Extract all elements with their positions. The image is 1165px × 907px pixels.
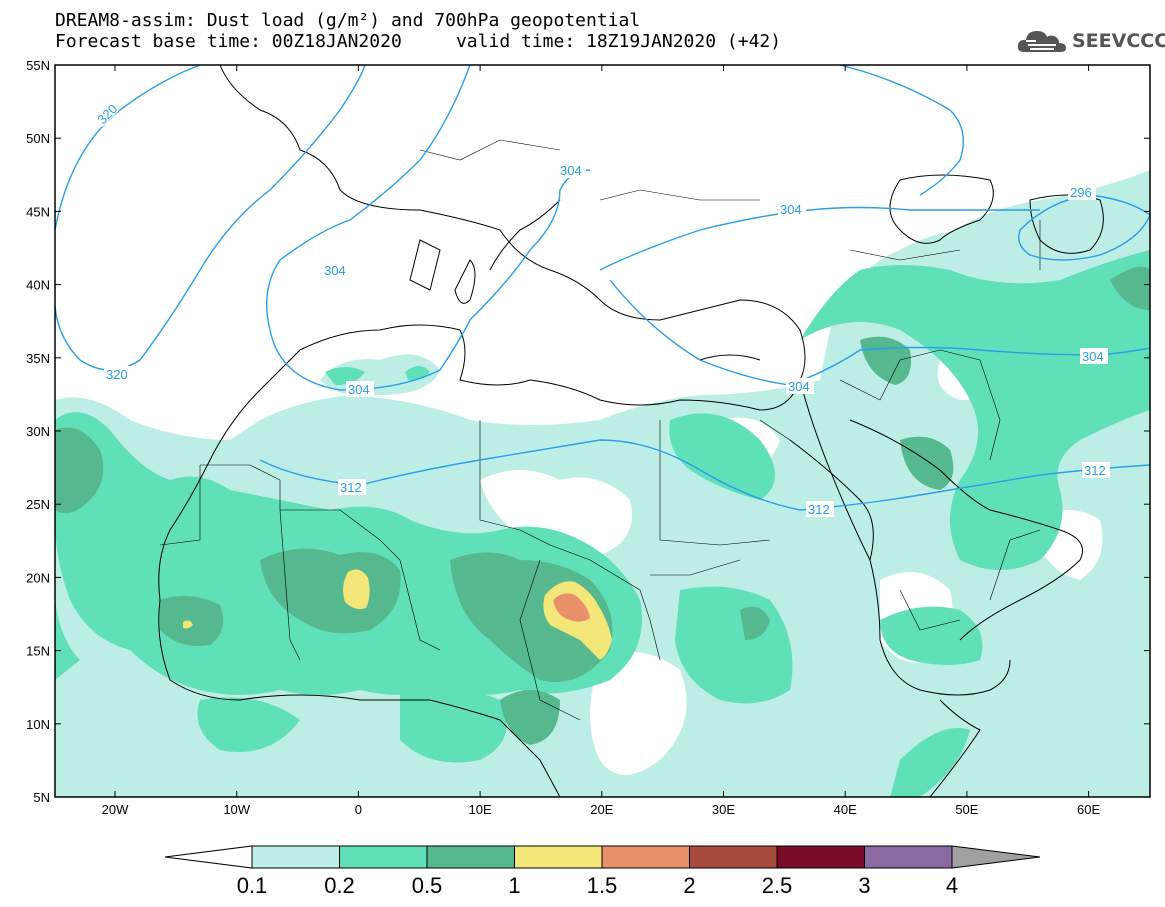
- title-line-2: Forecast base time: 00Z18JAN2020 valid t…: [55, 31, 782, 52]
- lat-label: 5N: [33, 790, 50, 805]
- lon-label: 0: [355, 802, 362, 817]
- colorbar-swatch: [426, 845, 515, 869]
- lat-label: 10N: [26, 717, 50, 732]
- contour-label: 320: [106, 367, 128, 382]
- dust-field-orange: [553, 593, 590, 622]
- lon-label: 10W: [223, 802, 250, 817]
- dust-fields: [55, 170, 1150, 797]
- contour-label: 304: [560, 163, 582, 178]
- contour-label: 312: [1084, 463, 1106, 478]
- colorbar-label: 1.5: [587, 873, 618, 898]
- colorbar-swatch: [251, 845, 340, 869]
- colorbar-label: 1: [508, 873, 520, 898]
- contour-label: 312: [340, 480, 362, 495]
- cloud-icon: [1017, 31, 1066, 52]
- contour-label: 304: [780, 202, 802, 217]
- seevccc-logo: SEEVCCC: [1016, 24, 1165, 58]
- contour-label: 304: [348, 382, 370, 397]
- colorbar-label: 0.2: [324, 873, 355, 898]
- colorbar-swatch: [339, 845, 428, 869]
- colorbar-low-arrow: [164, 845, 253, 869]
- lat-label: 40N: [26, 278, 50, 293]
- lat-label: 35N: [26, 351, 50, 366]
- lon-label: 60E: [1077, 802, 1100, 817]
- coastlines: [158, 65, 1104, 797]
- colorbar-swatch: [776, 845, 865, 869]
- contour-label: 304: [1082, 349, 1104, 364]
- lat-label: 50N: [26, 131, 50, 146]
- colorbar-swatch: [514, 845, 603, 869]
- lon-label: 20E: [590, 802, 613, 817]
- lat-label: 20N: [26, 570, 50, 585]
- colorbar-swatch: [864, 845, 953, 869]
- colorbar-high-arrow: [951, 845, 1041, 869]
- colorbar-label: 0.1: [237, 873, 268, 898]
- dust-field-dark: [55, 266, 1150, 745]
- contour-label: 304: [788, 379, 810, 394]
- logo-text: SEEVCCC: [1072, 30, 1165, 52]
- colorbar-label: 0.5: [412, 873, 443, 898]
- latitude-axis: 55N 50N 45N 40N 35N 30N 25N 20N 15N 10N 5N: [26, 58, 1150, 805]
- colorbar-label: 4: [946, 873, 958, 898]
- lon-label: 50E: [955, 802, 978, 817]
- lon-label: 20W: [102, 802, 129, 817]
- lon-label: 10E: [469, 802, 492, 817]
- colorbar-swatch: [601, 845, 690, 869]
- lon-label: 40E: [834, 802, 857, 817]
- longitude-axis: 20W 10W 0 10E 20E 30E 40E 50E 60E: [102, 65, 1100, 817]
- country-borders: [159, 139, 1041, 721]
- colorbar: 0.1 0.2 0.5 1 1.5 2 2.5 3 4: [164, 845, 1041, 898]
- colorbar-swatch: [689, 845, 778, 869]
- title-line-1: DREAM8-assim: Dust load (g/m²) and 700hP…: [55, 10, 641, 31]
- contour-label: 304: [324, 263, 346, 278]
- lon-label: 30E: [712, 802, 735, 817]
- colorbar-label: 2.5: [762, 873, 793, 898]
- lat-label: 15N: [26, 644, 50, 659]
- contour-label: 296: [1070, 185, 1092, 200]
- lat-label: 45N: [26, 204, 50, 219]
- lat-label: 25N: [26, 497, 50, 512]
- lat-label: 30N: [26, 424, 50, 439]
- map-title: DREAM8-assim: Dust load (g/m²) and 700hP…: [55, 10, 955, 52]
- colorbar-label: 3: [858, 873, 870, 898]
- colorbar-label: 2: [683, 873, 695, 898]
- contour-labels: 320 320 304 304 304 304 304 304 312 312 …: [90, 98, 1110, 517]
- geopotential-contours: [55, 65, 1150, 511]
- lat-label: 55N: [26, 58, 50, 73]
- contour-label: 312: [808, 502, 830, 517]
